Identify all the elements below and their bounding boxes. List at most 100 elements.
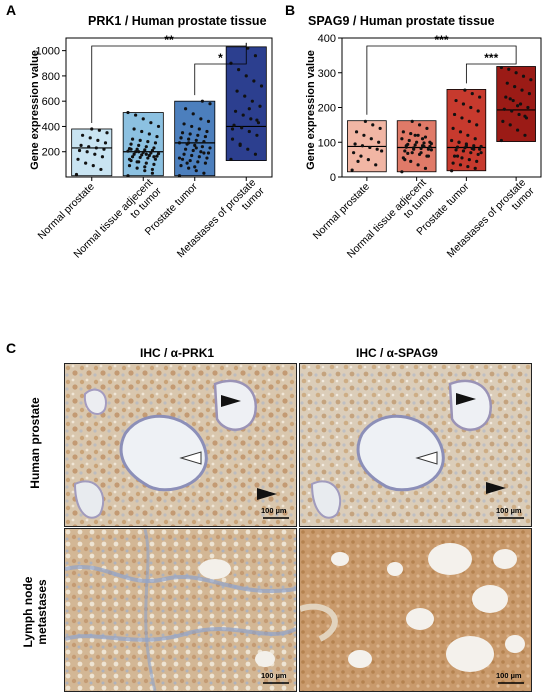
- data-point: [132, 152, 136, 156]
- data-point: [407, 138, 411, 143]
- data-point: [76, 157, 80, 161]
- micrograph-prk1-lymph-node-image: [65, 529, 296, 691]
- data-point: [454, 98, 458, 103]
- data-point: [155, 134, 159, 139]
- data-point: [417, 123, 422, 127]
- data-point: [416, 163, 420, 167]
- data-point: [134, 150, 138, 154]
- data-point: [403, 158, 407, 162]
- data-point: [455, 154, 460, 158]
- data-point: [529, 78, 533, 82]
- data-point: [415, 140, 419, 144]
- data-point: [187, 166, 191, 170]
- data-point: [450, 138, 454, 143]
- data-point: [403, 149, 407, 153]
- y-tick-label: 200: [318, 103, 336, 115]
- data-point: [146, 140, 150, 144]
- data-point: [518, 102, 523, 106]
- box-3: [225, 46, 267, 161]
- data-point: [196, 133, 200, 137]
- data-point: [91, 164, 95, 168]
- data-point: [422, 141, 426, 145]
- data-point: [258, 104, 262, 108]
- data-point: [147, 153, 151, 158]
- data-point: [259, 84, 264, 88]
- arrowhead-white-icon: [179, 451, 202, 465]
- plot-frame: [65, 37, 273, 178]
- data-point: [103, 141, 108, 145]
- data-point: [206, 151, 211, 155]
- data-point: [423, 166, 428, 170]
- data-point: [144, 152, 148, 156]
- data-point: [455, 145, 460, 149]
- data-point: [199, 117, 203, 121]
- data-point: [502, 107, 506, 111]
- data-point: [352, 151, 356, 155]
- data-point: [515, 128, 520, 132]
- data-point: [90, 127, 94, 131]
- x-tick-label-line: Normal prostate: [36, 181, 97, 242]
- data-point: [473, 137, 477, 141]
- data-point: [247, 107, 251, 111]
- data-point: [183, 147, 188, 151]
- data-point: [144, 161, 148, 165]
- data-point: [413, 133, 417, 137]
- data-point: [249, 117, 253, 121]
- arrowhead-black-icon: [257, 488, 277, 500]
- data-point: [378, 126, 382, 130]
- data-point: [523, 133, 527, 137]
- data-point: [416, 133, 420, 137]
- data-point: [410, 151, 414, 155]
- data-point: [200, 99, 204, 103]
- data-point: [233, 109, 238, 113]
- data-point: [99, 167, 103, 172]
- data-point: [205, 156, 209, 160]
- panel-label-a: A: [6, 2, 17, 18]
- significance-label: **: [164, 33, 174, 47]
- data-point: [191, 148, 195, 153]
- data-point: [179, 136, 183, 140]
- data-point: [194, 146, 198, 150]
- data-point: [199, 150, 203, 154]
- data-point: [377, 140, 381, 144]
- data-point: [507, 67, 511, 71]
- data-point: [188, 158, 192, 163]
- data-point: [523, 114, 527, 118]
- micrograph-prk1-human-prostate-image: [65, 364, 296, 526]
- data-point: [461, 102, 466, 106]
- data-point: [202, 140, 206, 144]
- data-point: [513, 85, 517, 89]
- data-point: [141, 117, 145, 121]
- data-point: [150, 167, 155, 172]
- data-point: [479, 144, 483, 149]
- box-3: [496, 66, 536, 142]
- data-point: [190, 124, 194, 129]
- data-point: [419, 146, 423, 151]
- arrowhead-black-icon: [486, 482, 506, 494]
- data-point: [140, 153, 144, 157]
- data-point: [510, 109, 514, 113]
- data-point: [241, 113, 245, 117]
- data-point: [243, 94, 247, 98]
- ihc-row-lymph-line2: metastases: [35, 579, 49, 645]
- data-point: [88, 136, 92, 140]
- data-point: [182, 122, 186, 126]
- data-point: [183, 107, 188, 111]
- data-point: [126, 149, 130, 153]
- data-point: [97, 128, 101, 132]
- data-point: [466, 164, 470, 169]
- data-point: [177, 141, 182, 145]
- arrowhead-black-icon: [456, 393, 476, 405]
- data-point: [208, 146, 212, 150]
- data-point: [229, 157, 233, 161]
- data-point: [77, 148, 82, 153]
- ihc-row-lymph-line1: Lymph node: [21, 576, 35, 648]
- data-point: [202, 171, 206, 175]
- data-point: [256, 121, 261, 125]
- ihc-row-lymph-node: Lymph node metastases: [21, 562, 49, 662]
- data-point: [478, 95, 482, 99]
- data-point: [458, 130, 463, 134]
- data-point: [374, 163, 378, 167]
- data-point: [375, 147, 379, 151]
